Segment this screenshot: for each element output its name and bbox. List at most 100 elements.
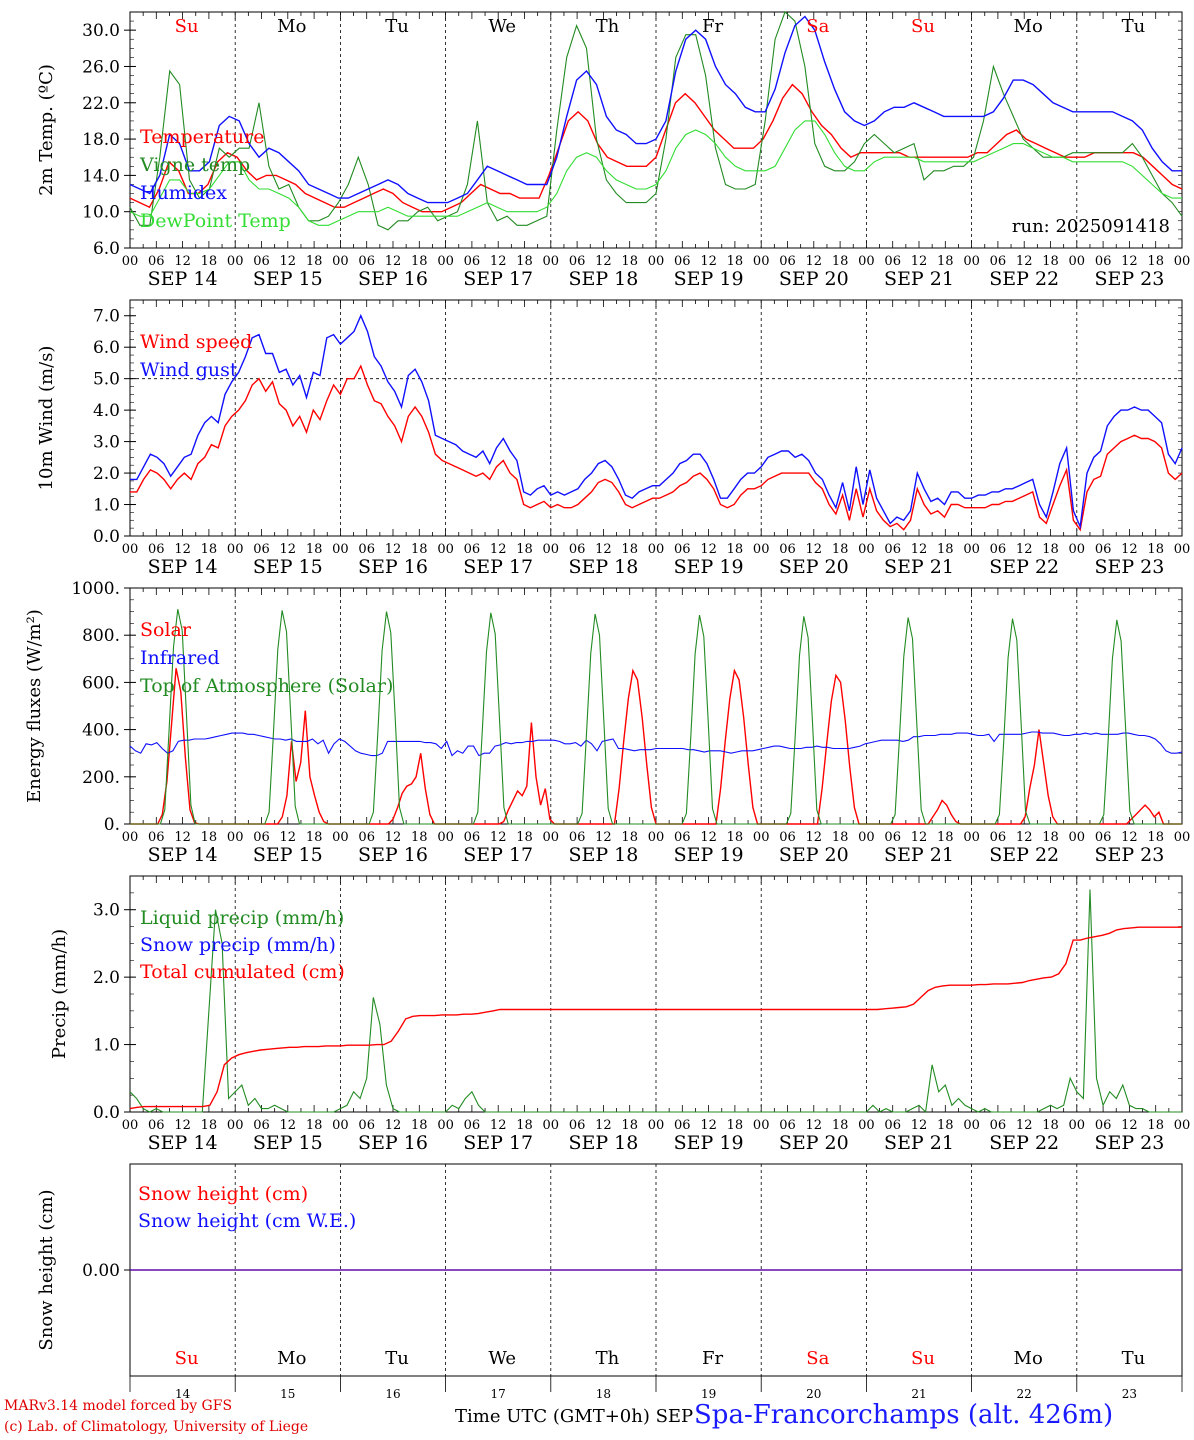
hour-label: 18 — [727, 1118, 744, 1133]
hour-label: 00 — [122, 254, 139, 269]
y-tick-label: 5.0 — [93, 370, 120, 390]
weekday-label: Su — [911, 16, 935, 37]
weekday-label: Mo — [277, 16, 306, 37]
hour-label: 18 — [1042, 1118, 1059, 1133]
weekday-label: Th — [596, 16, 620, 37]
hour-label: 06 — [884, 542, 901, 557]
hour-label: 00 — [1069, 1118, 1086, 1133]
day-number-label: 23 — [1122, 1387, 1137, 1401]
hour-label: 00 — [648, 542, 665, 557]
hour-label: 06 — [569, 830, 586, 845]
hour-label: 18 — [727, 542, 744, 557]
hour-label: 06 — [1095, 830, 1112, 845]
hour-label: 18 — [201, 830, 218, 845]
hour-label: 00 — [332, 830, 349, 845]
hour-label: 00 — [753, 830, 770, 845]
legend-entry: Snow precip (mm/h) — [140, 934, 336, 956]
weekday-label: We — [488, 16, 516, 37]
hour-label: 06 — [884, 830, 901, 845]
weekday-label: Mo — [1014, 16, 1043, 37]
y-tick-label: 0.0 — [93, 1103, 120, 1123]
date-label: SEP 20 — [779, 844, 849, 866]
hour-label: 00 — [1069, 254, 1086, 269]
hour-label: 00 — [122, 830, 139, 845]
hour-label: 00 — [1069, 830, 1086, 845]
hour-label: 06 — [358, 1118, 375, 1133]
hour-label: 18 — [1042, 542, 1059, 557]
hour-label: 06 — [569, 1118, 586, 1133]
date-label: SEP 20 — [779, 556, 849, 578]
hour-label: 18 — [516, 1118, 533, 1133]
y-tick-label: 800. — [82, 626, 120, 646]
y-tick-label: 26.0 — [82, 57, 120, 77]
y-tick-label: 0.00 — [82, 1261, 120, 1281]
panel-3: 0. 200. 400. 600. 800. 1000. Energy fluxes (W/… — [24, 579, 1190, 866]
date-label: SEP 19 — [674, 556, 744, 578]
y-axis-label: 10m Wind (m/s) — [36, 346, 57, 491]
date-label: SEP 18 — [568, 1132, 638, 1154]
hour-label: 06 — [464, 1118, 481, 1133]
y-tick-label: 22.0 — [82, 94, 120, 114]
weekday-label: Tu — [385, 1348, 409, 1369]
hour-label: 00 — [1069, 542, 1086, 557]
legend-entry: Total cumulated (cm) — [140, 961, 345, 983]
date-label: SEP 17 — [463, 1132, 533, 1154]
hour-label: 06 — [569, 254, 586, 269]
day-number-label: 21 — [911, 1387, 926, 1401]
date-label: SEP 16 — [358, 844, 428, 866]
legend-entry: Top of Atmosphere (Solar) — [140, 675, 393, 697]
hour-label: 12 — [490, 1118, 507, 1133]
series-line — [129, 120, 1182, 226]
series-line — [130, 364, 1183, 532]
day-number-label: 17 — [491, 1387, 506, 1401]
hour-label: 00 — [1174, 254, 1191, 269]
hour-label: 12 — [385, 830, 402, 845]
weekday-label: We — [488, 1348, 516, 1369]
hour-label: 18 — [306, 830, 323, 845]
hour-label: 00 — [963, 830, 980, 845]
y-tick-label: 6.0 — [93, 338, 120, 358]
weekday-label: Mo — [277, 1348, 306, 1369]
hour-label: 12 — [490, 254, 507, 269]
day-number-label: 18 — [596, 1387, 611, 1401]
hour-label: 00 — [227, 254, 244, 269]
date-label: SEP 22 — [989, 1132, 1059, 1154]
hour-label: 00 — [963, 542, 980, 557]
hour-label: 18 — [201, 542, 218, 557]
y-tick-label: 0.0 — [93, 527, 120, 547]
y-tick-label: 1000. — [71, 579, 120, 599]
day-number-label: 14 — [175, 1387, 191, 1401]
weekday-label: Tu — [1122, 16, 1146, 37]
y-tick-label: 1.0 — [93, 496, 120, 516]
panel-4: 0.0 1.0 2.0 3.0 Precip (mm/h) Liquid precip (… — [49, 875, 1191, 1154]
weekday-label: Mo — [1014, 1348, 1043, 1369]
date-label: SEP 16 — [358, 268, 428, 290]
hour-label: 00 — [1174, 1118, 1191, 1133]
date-label: SEP 15 — [253, 844, 323, 866]
hour-label: 00 — [753, 254, 770, 269]
hour-label: 06 — [1095, 1118, 1112, 1133]
hour-label: 12 — [911, 1118, 928, 1133]
hour-label: 06 — [148, 542, 165, 557]
hour-label: 18 — [832, 1118, 849, 1133]
hour-label: 06 — [253, 542, 270, 557]
date-label: SEP 16 — [358, 1132, 428, 1154]
hour-label: 00 — [332, 254, 349, 269]
hour-label: 12 — [280, 542, 297, 557]
y-tick-label: 1.0 — [93, 1036, 120, 1056]
date-label: SEP 17 — [463, 268, 533, 290]
date-label: SEP 22 — [989, 556, 1059, 578]
hour-label: 06 — [464, 254, 481, 269]
hour-label: 12 — [595, 1118, 612, 1133]
day-number-label: 16 — [385, 1387, 400, 1401]
hour-label: 06 — [779, 254, 796, 269]
weekday-label: Fr — [702, 1348, 723, 1369]
hour-label: 06 — [358, 830, 375, 845]
hour-label: 12 — [1121, 254, 1138, 269]
hour-label: 12 — [1121, 1118, 1138, 1133]
legend-entry: Wind gust — [140, 359, 238, 381]
y-axis-label: Energy fluxes (W/m²) — [24, 609, 45, 803]
hour-label: 06 — [884, 1118, 901, 1133]
date-label: SEP 15 — [253, 268, 323, 290]
